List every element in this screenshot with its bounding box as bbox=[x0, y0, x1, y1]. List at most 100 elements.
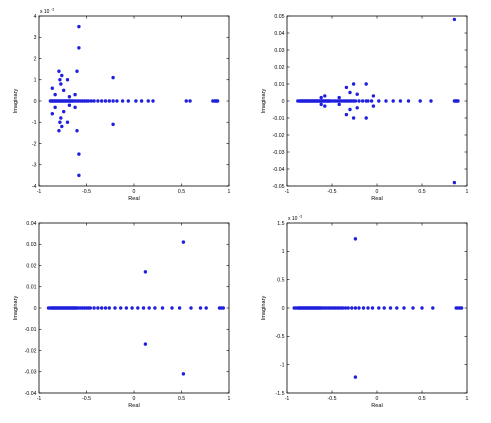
data-point bbox=[215, 99, 220, 103]
data-point bbox=[67, 103, 72, 107]
data-point bbox=[341, 306, 345, 310]
y-tick-label: 0.03 bbox=[274, 48, 284, 54]
data-point bbox=[181, 240, 186, 244]
y-exponent-power: -3 bbox=[299, 215, 302, 219]
data-point bbox=[361, 306, 366, 310]
data-point bbox=[371, 104, 376, 108]
data-point bbox=[67, 95, 72, 99]
data-point bbox=[100, 306, 104, 310]
data-point bbox=[369, 99, 374, 103]
y-tick-label: -0.04 bbox=[25, 391, 37, 397]
data-point bbox=[418, 99, 422, 103]
data-point bbox=[429, 99, 433, 103]
data-point bbox=[153, 306, 157, 310]
data-point bbox=[377, 99, 381, 103]
x-tick-label: 0.5 bbox=[418, 189, 425, 195]
y-tick-label: 0 bbox=[34, 306, 37, 312]
x-tick-label: 1 bbox=[228, 189, 231, 195]
data-point bbox=[337, 102, 341, 107]
y-tick-label: -1 bbox=[32, 120, 37, 126]
data-point bbox=[88, 306, 93, 310]
data-point bbox=[124, 306, 129, 310]
data-point bbox=[141, 306, 146, 310]
data-point bbox=[146, 99, 150, 103]
x-tick-label: 1 bbox=[466, 189, 469, 195]
x-axis-label: Real bbox=[371, 403, 383, 409]
y-tick-label: 1 bbox=[34, 78, 37, 84]
x-tick-label: -0.5 bbox=[328, 396, 337, 402]
data-point bbox=[189, 306, 193, 310]
data-point bbox=[398, 99, 403, 103]
data-point bbox=[337, 95, 341, 100]
data-point bbox=[92, 306, 96, 310]
data-point bbox=[402, 306, 406, 310]
data-point bbox=[351, 116, 356, 120]
y-exponent-base: x 10 bbox=[40, 9, 50, 15]
data-point bbox=[366, 306, 370, 310]
y-axis-label: Imaginary bbox=[261, 296, 267, 321]
x-tick-label: -1 bbox=[285, 396, 290, 402]
data-point bbox=[50, 112, 54, 116]
data-point bbox=[370, 306, 375, 310]
chart-panel-bottom-left: -1 -0.5 0 0.5 1 -0.04 -0.03 -0.02 -0.01 0 0.01 0.02… bbox=[13, 221, 231, 409]
y-tick-label: 1.5 bbox=[277, 221, 284, 227]
y-exponent-base: x 10 bbox=[288, 216, 298, 222]
data-point bbox=[346, 306, 350, 310]
data-point bbox=[57, 69, 61, 73]
data-point bbox=[151, 99, 155, 103]
data-point bbox=[198, 306, 203, 310]
data-point bbox=[452, 180, 457, 185]
y-tick-label: 0.04 bbox=[274, 31, 284, 37]
y-tick-label: 0 bbox=[34, 99, 37, 105]
y-tick-label: -1.5 bbox=[276, 391, 285, 397]
data-point bbox=[113, 306, 117, 310]
data-point bbox=[89, 99, 93, 103]
y-exponent-power: -3 bbox=[51, 8, 54, 12]
chart-panel-top-left: -1 -0.5 0 0.5 1 -4 -3 -2 -1 0 1 2 3 4 Real Imaginary x 1… bbox=[13, 8, 231, 203]
data-point bbox=[357, 99, 361, 103]
x-tick-label: -1 bbox=[37, 396, 42, 402]
data-point bbox=[343, 306, 348, 310]
data-point bbox=[181, 372, 186, 376]
x-axis-label: Real bbox=[128, 196, 140, 202]
x-tick-label: -0.5 bbox=[328, 189, 337, 195]
y-tick-label: -0.02 bbox=[273, 133, 285, 139]
data-point bbox=[344, 112, 349, 117]
data-point bbox=[65, 120, 70, 124]
data-point bbox=[456, 99, 460, 103]
data-point bbox=[170, 306, 174, 310]
y-tick-label: -2 bbox=[32, 141, 37, 147]
y-tick-label: 1 bbox=[282, 249, 285, 255]
y-tick-label: -1 bbox=[280, 362, 285, 368]
data-point bbox=[204, 306, 208, 310]
data-point bbox=[60, 124, 64, 129]
data-point bbox=[188, 99, 192, 103]
y-tick-label: 0.03 bbox=[26, 242, 36, 248]
x-tick-label: 0.5 bbox=[178, 189, 185, 195]
data-point bbox=[86, 99, 91, 103]
data-point bbox=[348, 90, 352, 95]
data-point bbox=[58, 78, 62, 82]
data-point bbox=[126, 99, 130, 103]
data-point bbox=[420, 306, 424, 310]
y-tick-label: 0.01 bbox=[274, 82, 284, 88]
data-point bbox=[323, 104, 327, 108]
data-point bbox=[73, 92, 77, 97]
data-point bbox=[107, 306, 112, 310]
data-point bbox=[130, 306, 134, 310]
y-tick-label: -3 bbox=[32, 163, 37, 169]
y-tick-label: 0.04 bbox=[26, 221, 36, 227]
data-point bbox=[348, 107, 352, 112]
y-tick-label: -0.05 bbox=[273, 184, 285, 190]
data-point bbox=[111, 99, 115, 103]
y-tick-label: 4 bbox=[34, 14, 37, 20]
x-tick-label: 0 bbox=[376, 396, 379, 402]
data-point bbox=[371, 94, 376, 98]
data-point bbox=[344, 85, 349, 90]
data-point bbox=[59, 116, 63, 120]
data-point bbox=[350, 306, 354, 310]
data-point bbox=[62, 109, 66, 114]
data-point bbox=[136, 306, 140, 310]
y-tick-label: 0 bbox=[282, 306, 285, 312]
